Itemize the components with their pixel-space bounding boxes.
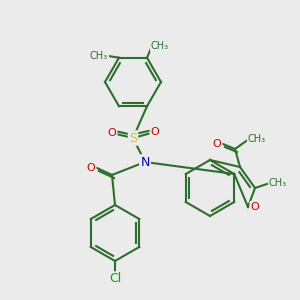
Text: CH₃: CH₃ xyxy=(151,41,169,51)
Text: CH₃: CH₃ xyxy=(90,51,108,61)
Text: O: O xyxy=(213,139,221,149)
Text: Cl: Cl xyxy=(109,272,121,286)
Text: N: N xyxy=(140,155,150,169)
Text: O: O xyxy=(108,128,116,138)
Text: CH₃: CH₃ xyxy=(248,134,266,144)
Text: S: S xyxy=(129,131,137,145)
Text: O: O xyxy=(87,163,95,173)
Text: O: O xyxy=(151,127,159,137)
Text: O: O xyxy=(250,202,260,212)
Text: CH₃: CH₃ xyxy=(269,178,287,188)
